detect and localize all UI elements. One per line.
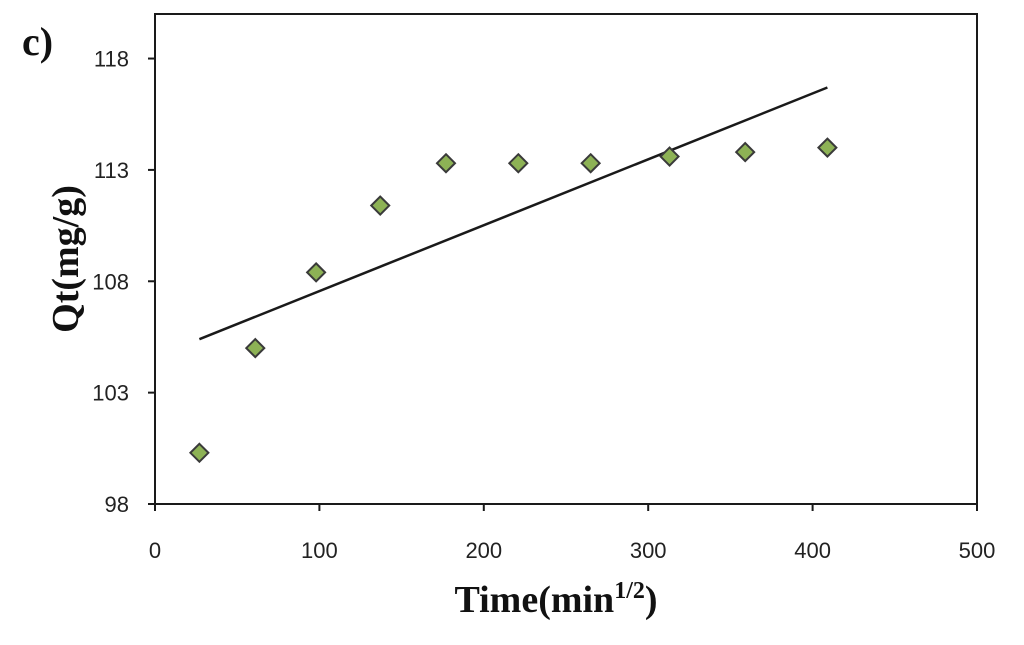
x-tick-label: 400 bbox=[794, 538, 831, 563]
data-point bbox=[816, 137, 838, 159]
trend-line bbox=[198, 86, 828, 341]
plot-frame bbox=[154, 13, 978, 505]
data-point bbox=[580, 152, 602, 174]
y-tick-label: 113 bbox=[94, 158, 129, 183]
y-axis-label: Qt(mg/g) bbox=[45, 185, 87, 333]
data-point bbox=[734, 141, 756, 163]
x-tick-label: 100 bbox=[301, 538, 338, 563]
data-point bbox=[244, 337, 266, 359]
tick-labels: 0 100 200 300 400 500 98 103 108 113 118 bbox=[92, 47, 995, 563]
panel-label: c) bbox=[22, 19, 54, 64]
data-point bbox=[507, 152, 529, 174]
data-point bbox=[659, 146, 680, 167]
y-tick-label: 118 bbox=[94, 47, 129, 72]
axes bbox=[148, 13, 978, 511]
data-point bbox=[188, 442, 210, 464]
x-tick-label: 500 bbox=[959, 538, 996, 563]
y-tick-label: 98 bbox=[105, 492, 129, 517]
x-axis-label: Time(min1/2) bbox=[454, 578, 657, 621]
data-point bbox=[369, 195, 391, 216]
x-tick-label: 200 bbox=[465, 538, 502, 563]
data-point bbox=[435, 152, 457, 174]
y-tick-label: 103 bbox=[92, 381, 129, 406]
data-point bbox=[305, 261, 327, 283]
x-tick-label: 0 bbox=[149, 538, 161, 563]
y-tick-label: 108 bbox=[92, 269, 129, 294]
data-points bbox=[188, 137, 838, 464]
x-tick-label: 300 bbox=[630, 538, 667, 563]
